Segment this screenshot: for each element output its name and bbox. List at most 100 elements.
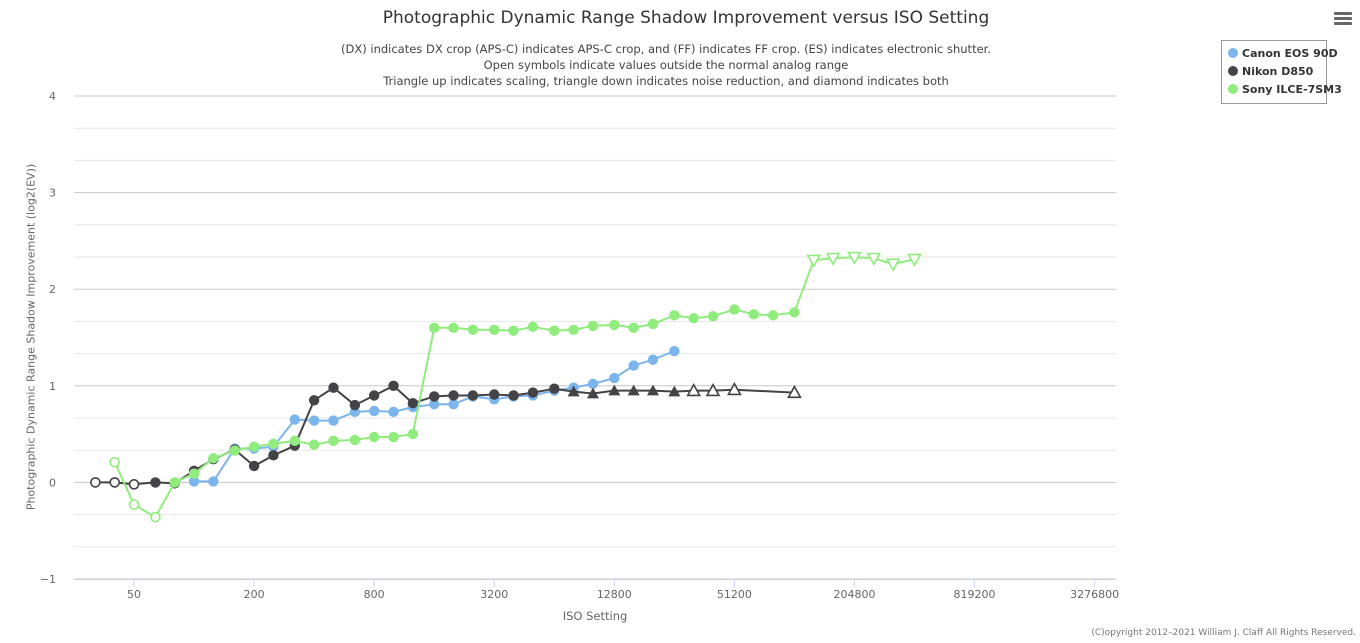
data-point: [188, 476, 200, 487]
data-point-triangle-up: [586, 387, 599, 399]
data-point-triangle-up: [567, 385, 580, 397]
x-tick-label: 3200: [480, 588, 508, 601]
data-point: [388, 431, 399, 443]
data-point: [128, 479, 140, 490]
data-point: [748, 309, 759, 320]
data-point: [527, 387, 539, 398]
data-point: [248, 441, 260, 452]
data-point: [609, 372, 620, 384]
data-point-triangle-up: [787, 384, 802, 399]
data-point: [587, 320, 599, 332]
data-point: [429, 391, 440, 402]
y-tick-label: 1: [49, 380, 56, 393]
data-point: [448, 398, 459, 410]
data-point-triangle-down: [866, 252, 882, 266]
chart-subtitle-line-3: Triangle up indicates scaling, triangle …: [383, 74, 949, 88]
x-tick-label: 3276800: [1070, 588, 1119, 601]
data-point: [289, 414, 301, 425]
data-point-triangle-up: [727, 382, 742, 396]
y-tick-label: 2: [49, 283, 56, 296]
copyright-credit: (C)opyright 2012–2021 William J. Claff A…: [1091, 628, 1356, 638]
hamburger-icon-bar: [1334, 17, 1352, 20]
y-tick-label: 3: [49, 187, 56, 200]
chart-subtitle-line-1: (DX) indicates DX crop (APS-C) indicates…: [341, 42, 991, 56]
data-point: [489, 389, 500, 400]
data-point: [549, 325, 560, 336]
y-tick-label: −1: [40, 573, 56, 586]
data-point: [669, 310, 680, 321]
data-point: [90, 477, 101, 488]
data-point-triangle-up: [646, 384, 659, 396]
chart-legend: Canon EOS 90D Nikon D850 Sony ILCE-7SM3: [1221, 40, 1342, 104]
data-point-triangle-down: [825, 252, 841, 266]
data-point: [248, 460, 260, 472]
data-point-triangle-down: [806, 254, 822, 268]
data-point: [508, 325, 519, 336]
data-point: [208, 476, 219, 487]
legend-item-canon[interactable]: Canon EOS 90D: [1228, 47, 1338, 63]
data-point: [368, 431, 380, 443]
data-point: [568, 324, 579, 335]
chart-context-menu-button[interactable]: [1334, 12, 1352, 28]
chart-title: Photographic Dynamic Range Shadow Improv…: [382, 8, 990, 28]
legend-label: Nikon D850: [1242, 65, 1314, 78]
x-tick-label: 800: [364, 588, 385, 601]
x-tick-label: 51200: [717, 588, 752, 601]
data-point-triangle-up: [608, 384, 621, 396]
y-tick-label: 0: [49, 476, 56, 489]
data-point: [628, 360, 639, 371]
data-point: [508, 390, 519, 401]
legend-item-nikon[interactable]: Nikon D850: [1228, 65, 1313, 81]
data-point: [647, 354, 659, 365]
legend-marker-icon: [1228, 84, 1238, 94]
data-point: [328, 382, 339, 393]
legend-label: Canon EOS 90D: [1242, 47, 1338, 60]
data-point: [128, 499, 140, 510]
data-point: [789, 307, 800, 318]
hamburger-icon-bar: [1334, 22, 1352, 25]
data-point: [767, 310, 779, 321]
data-point: [549, 383, 560, 394]
data-point: [688, 312, 699, 324]
data-point: [628, 322, 639, 334]
x-tick-label: 50: [127, 588, 141, 601]
data-point: [407, 397, 419, 409]
data-point: [328, 435, 339, 447]
data-point: [150, 477, 161, 488]
data-point: [109, 477, 121, 488]
data-point: [587, 378, 599, 390]
legend-marker-icon: [1228, 48, 1238, 58]
data-point: [669, 345, 680, 357]
series-line-0: [194, 350, 675, 483]
legend-marker-icon: [1228, 66, 1238, 76]
data-point-triangle-down: [847, 251, 862, 265]
data-point: [328, 415, 339, 426]
data-point: [729, 304, 740, 315]
data-point: [609, 319, 620, 331]
data-point: [448, 390, 459, 401]
data-point: [109, 456, 121, 468]
data-point: [308, 395, 320, 406]
data-point: [467, 390, 479, 401]
data-point: [308, 439, 320, 450]
x-tick-label: 200: [244, 588, 265, 601]
x-tick-label: 12800: [597, 588, 632, 601]
data-point: [268, 438, 279, 449]
data-point: [368, 390, 380, 401]
data-point: [268, 450, 279, 461]
data-point: [647, 318, 659, 330]
data-point: [429, 398, 440, 410]
data-point-triangle-down: [885, 258, 901, 272]
legend-item-sony[interactable]: Sony ILCE-7SM3: [1228, 83, 1342, 99]
chart-subtitle-line-2: Open symbols indicate values outside the…: [483, 58, 849, 72]
data-point: [308, 415, 320, 426]
data-point: [527, 321, 539, 333]
data-point: [489, 324, 500, 335]
data-point: [707, 311, 719, 322]
data-point-triangle-up: [705, 382, 721, 397]
x-tick-label: 204800: [833, 588, 875, 601]
x-tick-label: 819200: [954, 588, 996, 601]
data-point: [229, 445, 240, 456]
x-axis-title: ISO Setting: [562, 609, 628, 623]
